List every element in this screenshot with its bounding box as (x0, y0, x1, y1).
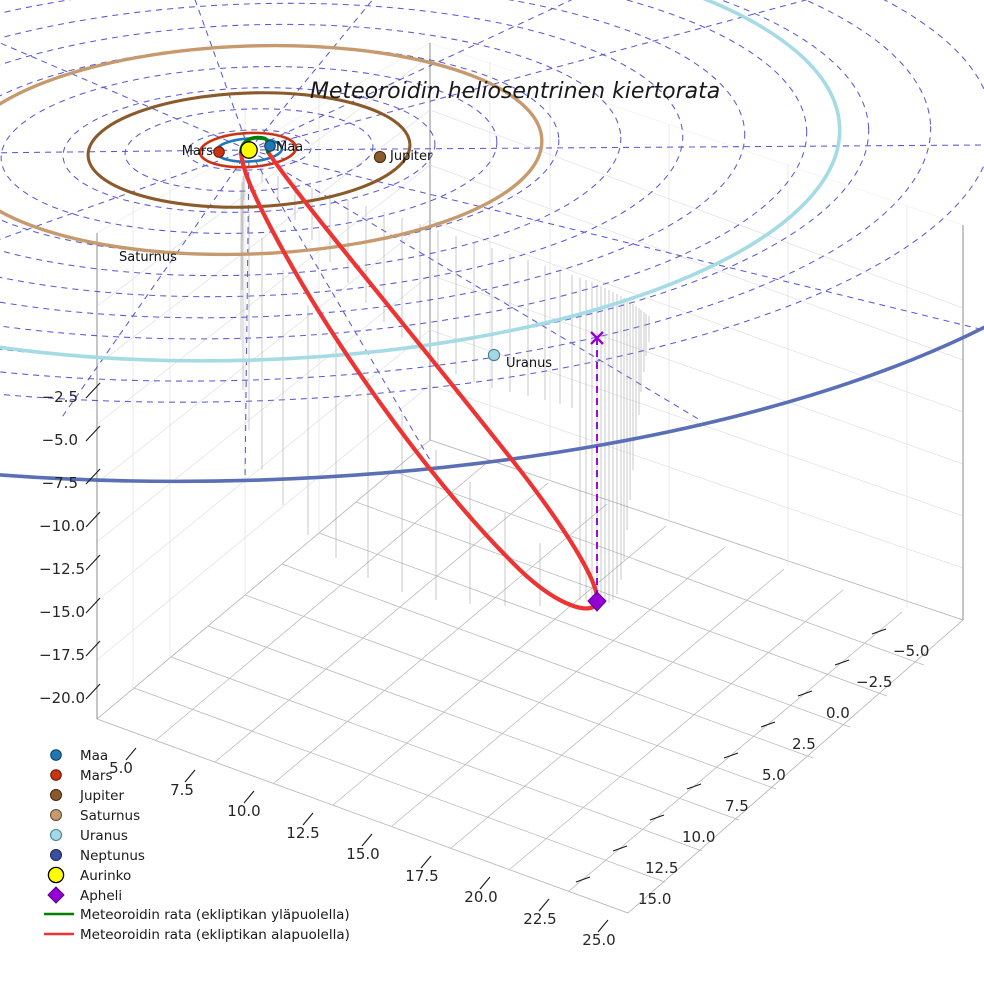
marker-maa (264, 140, 276, 152)
right-pane-grid (429, 62, 964, 620)
x-tick-5: 17.5 (405, 867, 438, 885)
legend-label-saturnus: Saturnus (80, 808, 140, 824)
z-tick-7: −20.0 (39, 689, 85, 707)
orbit-jupiter (86, 91, 412, 209)
legend-label-jupiter: Jupiter (79, 788, 124, 804)
y-tick-5: 7.5 (725, 797, 749, 815)
legend-marker-saturnus-icon (50, 809, 62, 821)
legend-marker-aurinko-icon (47, 866, 65, 884)
y-tick-8: 15.0 (638, 890, 671, 908)
y-tick-0: −5.0 (893, 642, 929, 660)
legend-label-apheli: Apheli (80, 888, 122, 904)
x-tick-1: 7.5 (170, 781, 194, 799)
y-axis: −5.0 −2.5 0.0 2.5 5.0 7.5 10.0 12.5 15.0 (575, 628, 929, 908)
annotation-maa: Maa (276, 140, 303, 155)
y-tick-7: 12.5 (645, 859, 678, 877)
annotation-mars: Mars (182, 144, 214, 159)
z-tick-6: −17.5 (39, 646, 85, 664)
x-tick-7: 22.5 (523, 910, 556, 928)
marker-mars (213, 146, 225, 158)
legend-entry-maa[interactable]: Maa (50, 748, 109, 764)
legend-label-neptunus: Neptunus (80, 848, 145, 864)
y-tick-4: 5.0 (762, 766, 786, 784)
chart-title: Meteoroidin heliosentrinen kiertorata (310, 79, 720, 104)
legend-label-mars: Mars (80, 768, 113, 784)
x-tick-0: 5.0 (109, 759, 133, 777)
legend-marker-apheli-icon (47, 886, 65, 904)
x-tick-2: 10.0 (227, 802, 260, 820)
legend-entry-aurinko[interactable]: Aurinko (47, 866, 131, 884)
marker-aurinko (240, 141, 258, 159)
y-tick-6: 10.0 (682, 828, 715, 846)
x-axis: 5.0 7.5 10.0 12.5 15.0 17.5 20.0 22.5 25… (109, 747, 616, 949)
x-tick-8: 25.0 (582, 931, 615, 949)
legend-entry-orbit-above[interactable]: Meteoroidin rata (ekliptikan yläpuolella… (44, 907, 350, 923)
x-tick-6: 20.0 (464, 888, 497, 906)
legend-entry-jupiter[interactable]: Jupiter (50, 788, 125, 804)
plot-annotations: Mars Maa Jupiter Saturnus Uranus (119, 140, 552, 371)
y-tick-2: 0.0 (826, 704, 850, 722)
y-tick-3: 2.5 (792, 735, 816, 753)
x-tick-3: 12.5 (286, 824, 319, 842)
orbit-neptunus (0, 0, 984, 484)
legend-label-aurinko: Aurinko (80, 868, 131, 884)
left-pane-grid (96, 43, 431, 719)
planet-markers (213, 140, 501, 362)
axes-panes (96, 42, 964, 914)
meteoroid-orbit-below (238, 149, 600, 611)
x-tick-4: 15.0 (346, 845, 379, 863)
aphelion-diamond-marker (587, 591, 607, 612)
annotation-saturnus: Saturnus (119, 250, 177, 265)
legend-marker-neptunus-icon (50, 849, 62, 861)
z-tick-1: −5.0 (42, 431, 78, 449)
legend-marker-mars-icon (50, 769, 62, 781)
legend-entry-orbit-below[interactable]: Meteoroidin rata (ekliptikan alapuolella… (44, 927, 350, 943)
orbit-saturnus (0, 43, 544, 257)
legend: Maa Mars Jupiter Saturnus Uranus Neptunu… (44, 748, 350, 943)
ecliptic-grid (0, 0, 984, 481)
legend-entry-saturnus[interactable]: Saturnus (50, 808, 141, 824)
legend-marker-jupiter-icon (50, 789, 62, 801)
annotation-jupiter: Jupiter (389, 149, 433, 164)
legend-label-uranus: Uranus (80, 828, 128, 844)
z-tick-0: −2.5 (42, 388, 78, 406)
z-tick-3: −10.0 (39, 517, 85, 535)
legend-label-orbit-below: Meteoroidin rata (ekliptikan alapuolella… (80, 927, 350, 943)
legend-marker-uranus-icon (49, 828, 63, 842)
legend-marker-maa-icon (50, 749, 62, 761)
aphelion-projection (587, 331, 607, 612)
z-axis: −2.5 −5.0 −7.5 −10.0 −12.5 −15.0 −17.5 −… (39, 382, 101, 707)
z-tick-5: −15.0 (39, 603, 85, 621)
legend-entry-uranus[interactable]: Uranus (49, 828, 128, 844)
legend-entry-apheli[interactable]: Apheli (47, 886, 122, 904)
z-tick-2: −7.5 (42, 474, 78, 492)
annotation-uranus: Uranus (506, 356, 552, 371)
marker-uranus (487, 348, 501, 362)
floor-grid (96, 439, 964, 914)
aphelion-projection-cross (590, 331, 604, 345)
legend-label-orbit-above: Meteoroidin rata (ekliptikan yläpuolella… (80, 907, 350, 923)
legend-entry-neptunus[interactable]: Neptunus (50, 848, 145, 864)
z-tick-4: −12.5 (39, 560, 85, 578)
y-tick-1: −2.5 (856, 673, 892, 691)
legend-label-maa: Maa (80, 748, 108, 764)
orbit-mars (198, 131, 298, 169)
legend-entry-mars[interactable]: Mars (50, 768, 113, 784)
orbit-uranus (0, 0, 842, 363)
marker-jupiter (373, 150, 387, 164)
